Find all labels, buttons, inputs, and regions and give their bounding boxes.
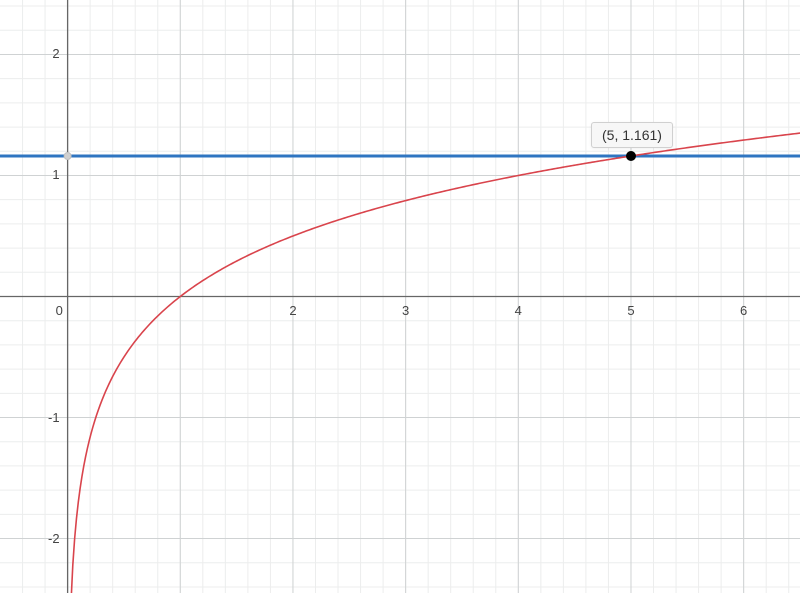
tooltip-close: ) — [657, 127, 662, 143]
plot-svg — [0, 0, 800, 593]
point-tooltip: (5, 1.161) — [591, 122, 673, 148]
tooltip-y: 1.161 — [622, 127, 657, 143]
tick-label-x-4: 4 — [515, 303, 522, 318]
intersection-point — [626, 151, 636, 161]
tick-label-y--2: -2 — [48, 531, 60, 546]
tick-label-y-1: 1 — [52, 167, 59, 182]
tick-label-x-6: 6 — [740, 303, 747, 318]
tick-label-y--1: -1 — [48, 410, 60, 425]
graph-plot: (5, 1.161) 0 2 3 4 5 6 -2 -1 1 2 — [0, 0, 800, 593]
tick-label-x-2: 2 — [289, 303, 296, 318]
y-axis-open-point — [64, 152, 71, 159]
tick-label-x-5: 5 — [627, 303, 634, 318]
tick-label-origin: 0 — [56, 303, 63, 318]
tick-label-y-2: 2 — [52, 46, 59, 61]
tick-label-x-3: 3 — [402, 303, 409, 318]
